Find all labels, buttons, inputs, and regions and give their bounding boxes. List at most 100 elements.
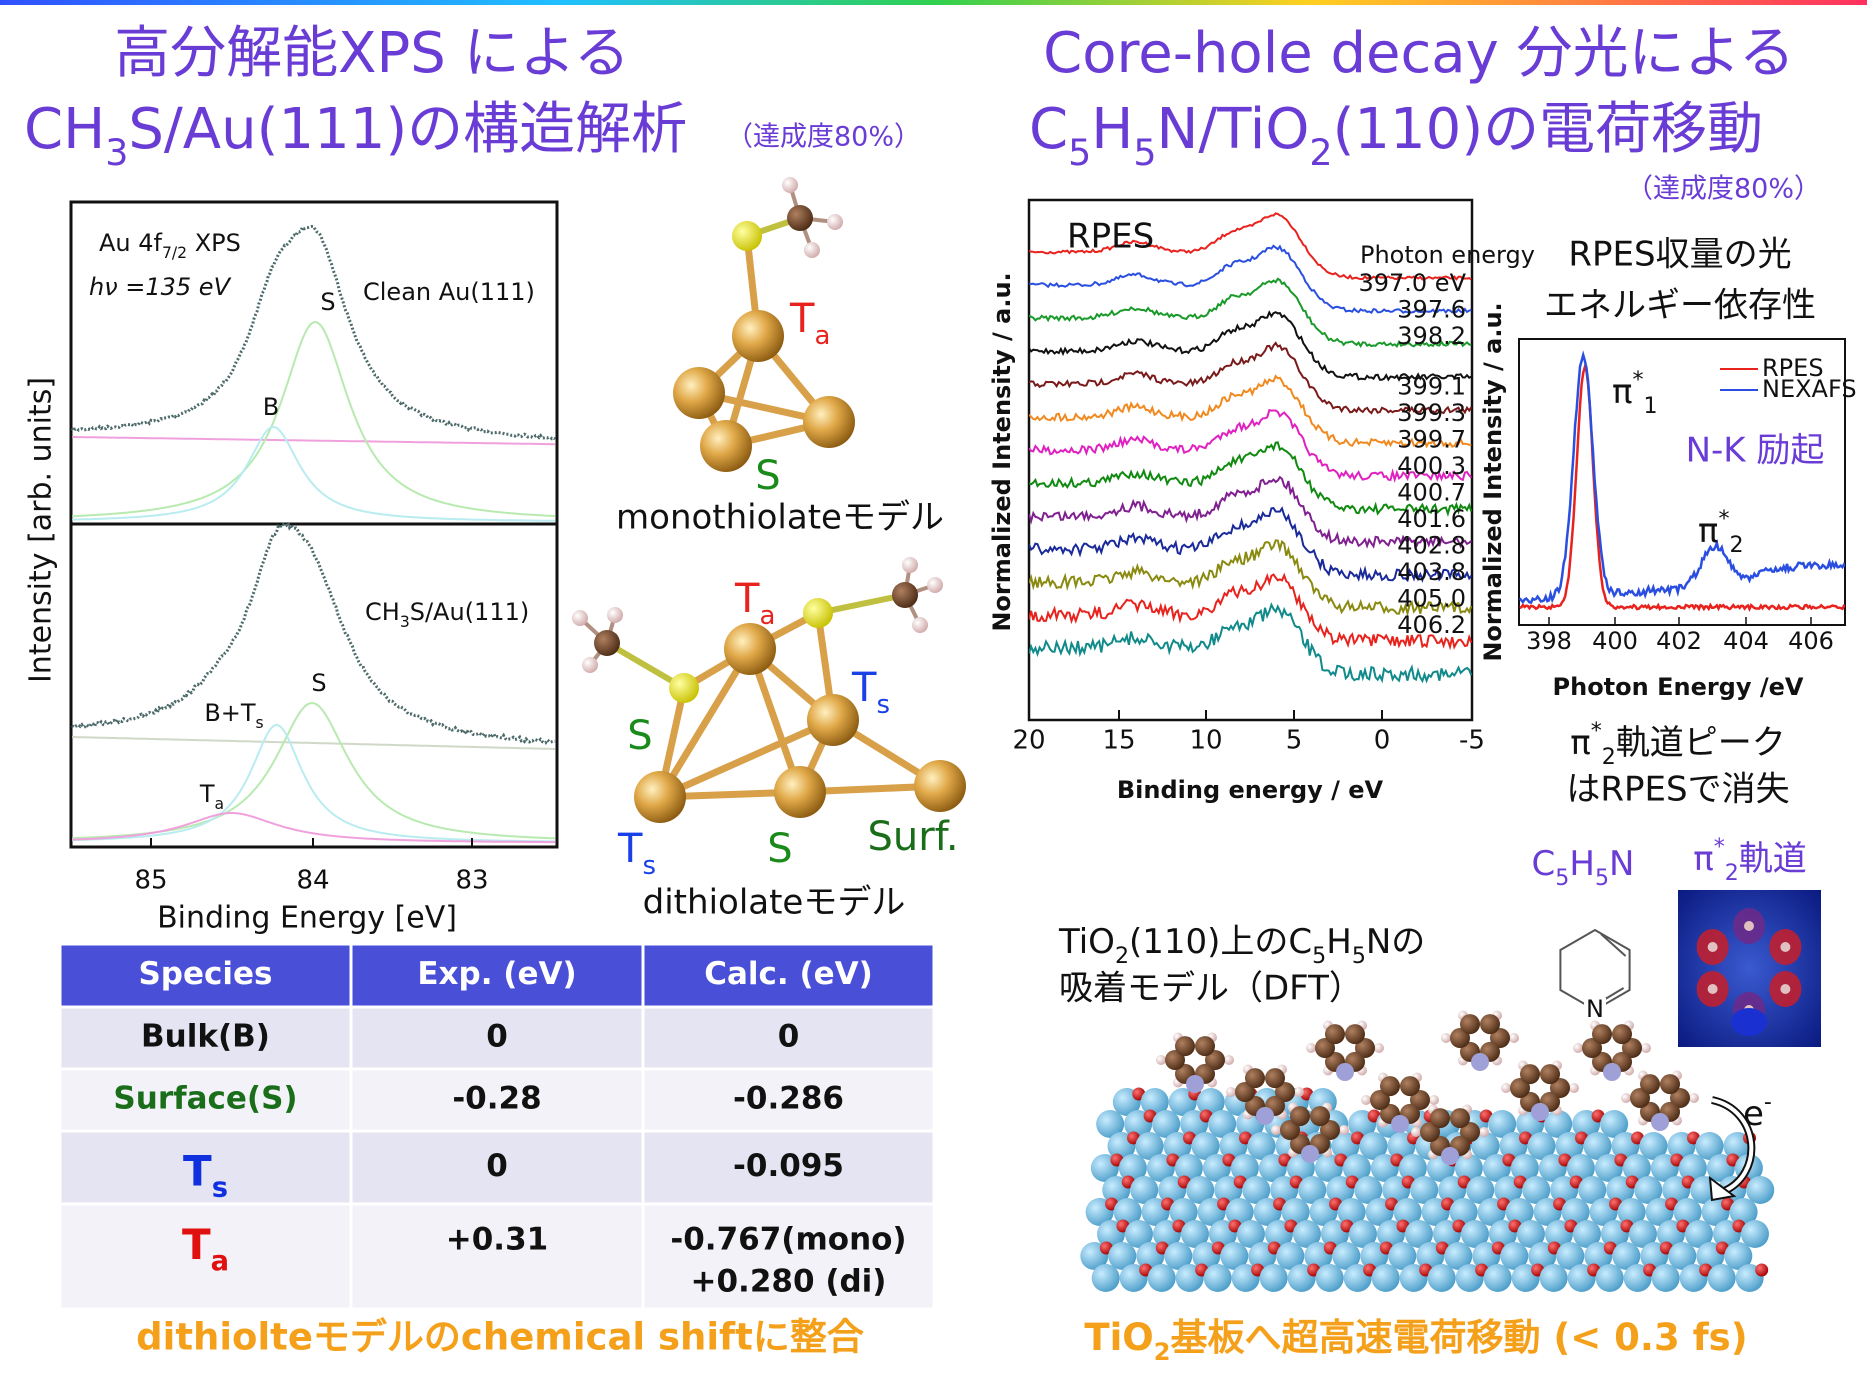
c-atom: [1245, 1068, 1265, 1088]
text-part: *: [1718, 506, 1729, 532]
n-atom: [1471, 1053, 1489, 1071]
atom: [732, 221, 762, 251]
x-tick-label: 400: [1592, 627, 1638, 655]
c-atom: [1592, 1024, 1612, 1044]
n-atom: [1256, 1107, 1274, 1125]
y-axis-label: Normalized Intensity / a.u.: [1479, 302, 1507, 661]
right-title: Core-hole decay 分光による: [1043, 21, 1795, 86]
text-part: 5: [1352, 943, 1366, 969]
ti-atom: [1372, 1264, 1400, 1292]
text-part: Au 4f: [99, 229, 163, 257]
c-atom: [1265, 1068, 1285, 1088]
text-part: 5: [1068, 131, 1091, 174]
text-part: π: [1693, 839, 1713, 879]
text-part: 1: [1644, 393, 1658, 419]
column-header: Exp. (eV): [417, 956, 576, 992]
text-part: *: [1714, 834, 1725, 860]
text-part: 3: [105, 131, 128, 174]
text-part: T: [617, 826, 643, 872]
h-atom: [1374, 1043, 1384, 1053]
c-atom: [1400, 1076, 1420, 1096]
text-part: T: [734, 576, 760, 622]
x-axis-label: Binding Energy [eV]: [157, 901, 457, 936]
site-label: Surf.: [867, 814, 958, 860]
text-part: s: [876, 690, 890, 720]
text-part: =135 eV: [118, 273, 232, 301]
text-part: 5: [1133, 131, 1156, 174]
site-label: Ta: [734, 576, 775, 631]
photon-energy-label: 399.1: [1397, 373, 1466, 401]
text-part: -: [1764, 1089, 1772, 1115]
text-part: 3: [400, 613, 410, 631]
value-cell: -0.286: [733, 1081, 844, 1117]
note: はRPESで消失: [1566, 770, 1789, 810]
text-part: e: [1743, 1094, 1764, 1134]
text-part: 2: [1730, 532, 1744, 558]
atom: [787, 205, 813, 231]
h-atom: [1621, 1093, 1631, 1103]
atom: [782, 177, 798, 193]
photon-energy-label: 405.0: [1397, 585, 1466, 613]
atom: [634, 771, 686, 823]
n-atom: [1603, 1063, 1621, 1081]
conclusion: dithiolteモデルのchemical shiftに整合: [136, 1316, 865, 1359]
photon-energy-label: 399.3: [1397, 399, 1466, 427]
atom: [732, 310, 784, 362]
ti-atom: [1540, 1264, 1568, 1292]
background-line: [72, 737, 555, 749]
h-atom: [1501, 1083, 1511, 1093]
model-caption: TiO2(110)上のC5H5Nの: [1058, 922, 1425, 969]
site-label: S: [767, 826, 792, 872]
text-part: π: [1612, 372, 1632, 412]
c-atom: [1660, 1074, 1680, 1094]
text-part: 2: [1602, 744, 1616, 770]
c-atom: [1430, 1108, 1450, 1128]
right-title: C5H5N/TiO2(110)の電荷移動: [1029, 97, 1763, 174]
component-s: [72, 703, 555, 838]
text-part: C: [1532, 844, 1556, 884]
model-caption: monothiolateモデル: [616, 498, 944, 538]
c-atom: [1640, 1074, 1660, 1094]
text-part: T: [182, 1220, 211, 1269]
text-part: 2: [1309, 131, 1332, 174]
x-tick-label: 85: [134, 866, 167, 896]
x-tick-label: 404: [1723, 627, 1769, 655]
rpes-label: RPES: [1067, 217, 1154, 257]
text-part: H: [1326, 922, 1352, 962]
progress-note: （達成度80%）: [726, 122, 921, 153]
text-part: T: [851, 665, 877, 711]
slide: 高分解能XPS によるCH3S/Au(111)の構造解析（達成度80%）Core…: [0, 0, 1867, 1384]
n-atom: [1651, 1113, 1669, 1131]
photon-energy-label: 402.8: [1397, 532, 1466, 560]
h-atom: [1641, 1043, 1651, 1053]
c-atom: [1290, 1106, 1310, 1126]
peak-label: Ta: [199, 780, 224, 813]
h-atom: [1156, 1055, 1166, 1065]
ti-atom: [1428, 1264, 1456, 1292]
text-part: H: [1569, 844, 1595, 884]
text-part: s: [212, 1173, 228, 1204]
h-atom: [1226, 1087, 1236, 1097]
photon-energy-label: 401.6: [1397, 505, 1466, 533]
text-part: s: [642, 851, 656, 881]
x-tick-label: -5: [1459, 726, 1485, 756]
c-atom: [1480, 1014, 1500, 1034]
c-atom: [1460, 1014, 1480, 1034]
note: π*2軌道ピーク: [1570, 718, 1786, 770]
photon-energy-label: 398.2: [1397, 322, 1466, 350]
h-atom: [1224, 1055, 1234, 1065]
text-part: C: [1029, 97, 1068, 162]
text-part: T: [199, 780, 215, 808]
c-atom: [1325, 1024, 1345, 1044]
top-bar: [0, 0, 1867, 5]
peak-label: π*1: [1612, 367, 1658, 419]
text-part: (110)の電荷移動: [1333, 97, 1764, 162]
n-atom: [1531, 1103, 1549, 1121]
text-part: 軌道ピーク: [1616, 723, 1786, 763]
peak-label: B: [263, 393, 279, 421]
text-part: 5: [1312, 943, 1326, 969]
x-axis-label: Binding energy / eV: [1117, 776, 1384, 804]
text-part: 2: [1725, 860, 1739, 886]
photon-energy-label: 397.6: [1397, 296, 1466, 324]
species-cell: Bulk(B): [141, 1019, 270, 1055]
